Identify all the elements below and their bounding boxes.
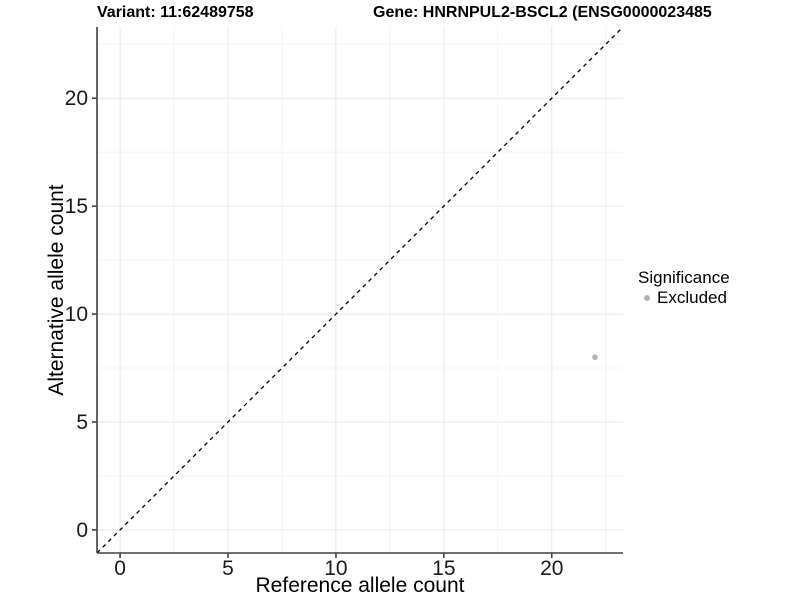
identity-reference-line	[96, 26, 624, 554]
y-axis-title-text: Alternative allele count	[45, 184, 68, 396]
x-tick-label: 10	[324, 557, 347, 580]
y-tick-label: 0	[76, 519, 88, 542]
excluded-dot-icon	[643, 295, 650, 301]
legend: Significance Excluded	[638, 268, 730, 308]
x-axis-title: Reference allele count	[255, 574, 465, 597]
legend-item-excluded: Excluded	[638, 288, 730, 308]
plot-title-variant: Variant: 11:62489758	[97, 4, 254, 21]
data-point[interactable]	[592, 354, 598, 361]
x-tick-label: 15	[432, 557, 455, 580]
x-tick-label: 5	[222, 557, 234, 580]
y-tick-label: 20	[65, 87, 88, 110]
legend-key	[638, 290, 655, 307]
y-tick-label: 15	[65, 195, 88, 218]
y-tick-label: 5	[76, 411, 88, 434]
legend-item-label: Excluded	[657, 288, 727, 307]
plot-title-gene: Gene: HNRNPUL2-BSCL2 (ENSG0000023485	[373, 4, 712, 21]
x-tick-label: 0	[114, 557, 126, 580]
y-tick-label: 10	[65, 303, 88, 326]
legend-title: Significance	[638, 268, 730, 287]
x-tick-label: 20	[540, 557, 563, 580]
